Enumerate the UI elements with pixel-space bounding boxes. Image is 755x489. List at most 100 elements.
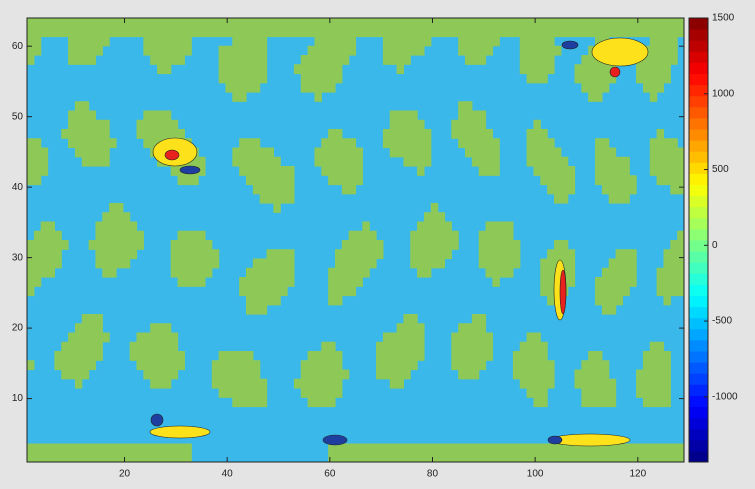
contour-region <box>342 259 349 269</box>
contour-region <box>335 55 342 65</box>
contour-region <box>616 18 623 28</box>
contour-region <box>232 37 239 47</box>
contour-region <box>82 157 89 167</box>
contour-region <box>184 175 191 185</box>
contour-region <box>137 129 144 139</box>
contour-region <box>670 148 677 158</box>
contour-region <box>650 27 657 37</box>
contour-region <box>636 388 643 398</box>
contour-region <box>171 46 178 56</box>
contour-region <box>513 259 520 269</box>
contour-region <box>663 379 670 389</box>
contour-region <box>438 444 445 454</box>
contour-region <box>239 138 246 148</box>
contour-region <box>328 27 335 37</box>
contour-region <box>239 55 246 65</box>
contour-region <box>479 46 486 56</box>
contour-region <box>458 370 465 380</box>
contour-region <box>246 37 253 47</box>
contour-region <box>48 259 55 269</box>
contour-region <box>622 157 629 167</box>
contour-region <box>342 138 349 148</box>
contour-region <box>417 351 424 361</box>
contour-region <box>109 249 116 259</box>
contour-region <box>547 453 554 463</box>
contour-region <box>465 351 472 361</box>
contour-region <box>540 175 547 185</box>
contour-region <box>212 259 219 269</box>
contour-region <box>424 212 431 222</box>
contour-region <box>657 55 664 65</box>
contour-region <box>575 453 582 463</box>
contour-region <box>164 453 171 463</box>
contour-region <box>164 64 171 74</box>
contour-region <box>34 259 41 269</box>
contour-region <box>568 27 575 37</box>
contour-region <box>533 37 540 47</box>
contour-region <box>184 249 191 259</box>
contour-region <box>657 166 664 176</box>
contour-region <box>540 166 547 176</box>
colorbar-band <box>689 40 708 52</box>
contour-region <box>95 351 102 361</box>
contour-region <box>349 286 356 296</box>
colorbar-band <box>689 418 708 430</box>
colorbar-band <box>689 251 708 263</box>
contour-region <box>527 360 534 370</box>
contour-region <box>465 323 472 333</box>
contour-region <box>246 64 253 74</box>
contour-region <box>663 277 670 287</box>
contour-region <box>677 27 684 37</box>
contour-region <box>581 55 588 65</box>
contour-region <box>328 286 335 296</box>
contour-region <box>130 453 137 463</box>
contour-region <box>410 240 417 250</box>
contour-region <box>314 379 321 389</box>
contour-region <box>68 333 75 343</box>
contour-region <box>362 444 369 454</box>
contour-region <box>116 259 123 269</box>
contour-region <box>403 333 410 343</box>
contour-region <box>219 351 226 361</box>
contour-region <box>622 277 629 287</box>
contour-region <box>178 27 185 37</box>
contour-region <box>287 18 294 28</box>
contour-region <box>492 259 499 269</box>
contour-region <box>205 259 212 269</box>
contour-region <box>650 388 657 398</box>
contour-region <box>397 120 404 130</box>
contour-region <box>540 268 547 278</box>
contour-region <box>554 185 561 195</box>
contour-region <box>616 185 623 195</box>
contour-region <box>465 55 472 65</box>
contour-region <box>629 175 636 185</box>
contour-region <box>424 268 431 278</box>
contour-region <box>670 185 677 195</box>
contour-region <box>403 360 410 370</box>
contour-region <box>335 249 342 259</box>
contour-region <box>410 18 417 28</box>
contour-region <box>150 18 157 28</box>
contour-region <box>102 18 109 28</box>
contour-region <box>431 27 438 37</box>
contour-region <box>533 370 540 380</box>
contour-region <box>417 148 424 158</box>
contour-region <box>486 222 493 232</box>
contour-region <box>150 370 157 380</box>
contour-region <box>54 249 61 259</box>
contour-region <box>280 259 287 269</box>
contour-region <box>451 120 458 130</box>
contour-region <box>588 18 595 28</box>
contour-region <box>287 277 294 287</box>
contour-region <box>362 268 369 278</box>
contour-region <box>486 37 493 47</box>
contour-region <box>643 397 650 407</box>
contour-region <box>397 46 404 56</box>
contour-region <box>520 64 527 74</box>
contour-region <box>479 453 486 463</box>
contour-region <box>554 166 561 176</box>
contour-region <box>581 27 588 37</box>
contour-region <box>390 129 397 139</box>
contour-region <box>479 55 486 65</box>
contour-region <box>225 18 232 28</box>
